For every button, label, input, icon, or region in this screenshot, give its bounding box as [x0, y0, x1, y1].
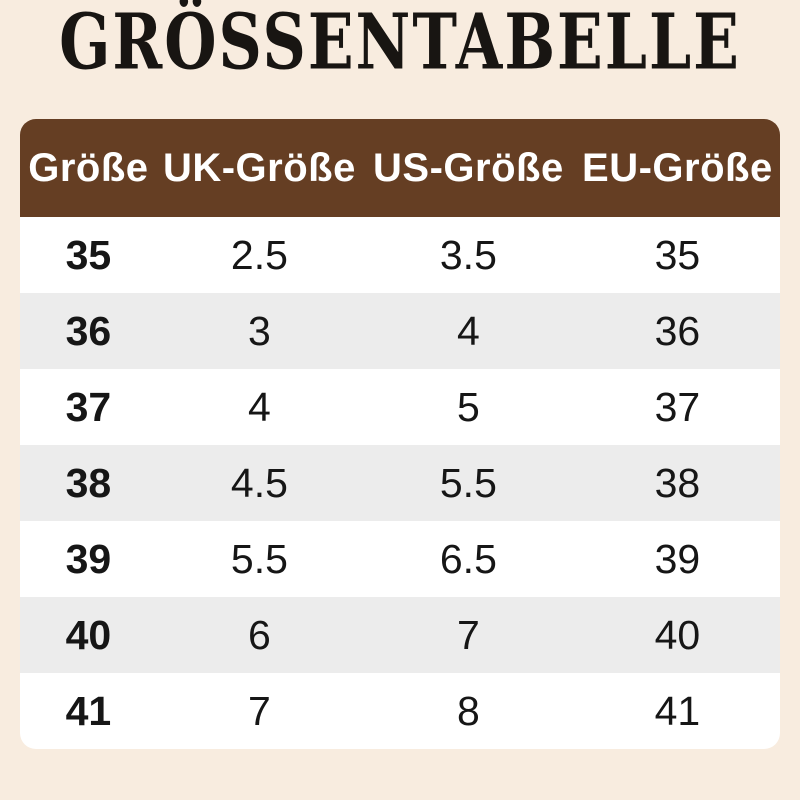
column-header-groesse: Größe: [28, 145, 149, 190]
table-cell: 6.5: [439, 535, 497, 582]
table-cell: 40: [654, 611, 701, 658]
table-cell: 37: [65, 383, 112, 430]
table-cell: 35: [654, 231, 701, 278]
column-header-eu-groesse: EU-Größe: [582, 145, 773, 190]
table-cell: 38: [65, 459, 112, 506]
table-row: 35 2.5 3.5 35: [20, 217, 780, 293]
column-header-us-groesse: US-Größe: [373, 145, 564, 190]
table-row: 37 4 5 37: [20, 369, 780, 445]
table-cell: 36: [65, 307, 112, 354]
table-cell: 39: [654, 535, 701, 582]
table-cell: 6: [247, 611, 271, 658]
table-cell: 5.5: [439, 459, 497, 506]
table-cell: 3.5: [439, 231, 497, 278]
table-cell: 41: [654, 687, 701, 734]
table-cell: 5.5: [230, 535, 288, 582]
table-cell: 3: [247, 307, 271, 354]
table-cell: 4.5: [230, 459, 288, 506]
table-cell: 5: [456, 383, 480, 430]
column-header-uk-groesse: UK-Größe: [162, 145, 356, 190]
size-chart-table: Größe UK-Größe US-Größe EU-Größe 35 2.5 3.…: [20, 119, 780, 749]
table-cell: 36: [654, 307, 701, 354]
table-row: 40 6 7 40: [20, 597, 780, 673]
table-cell: 2.5: [230, 231, 288, 278]
table-cell: 39: [65, 535, 112, 582]
page: GRÖSSENTABELLE Größe UK-Größe US-Größe E…: [20, 0, 780, 749]
size-chart: Größe UK-Größe US-Größe EU-Größe 35 2.5 3.…: [20, 119, 780, 749]
table-cell: 7: [456, 611, 480, 658]
table-row: 41 7 8 41: [20, 673, 780, 749]
table-cell: 41: [65, 687, 112, 734]
table-row: 39 5.5 6.5 39: [20, 521, 780, 597]
table-body: 35 2.5 3.5 35 36 3 4 36 37 4 5 37 38 4.5 5.5 38 39 5.5 6.5…: [20, 217, 780, 749]
header-row: Größe UK-Größe US-Größe EU-Größe: [20, 119, 780, 217]
table-cell: 7: [247, 687, 271, 734]
table-cell: 38: [654, 459, 701, 506]
table-cell: 37: [654, 383, 701, 430]
table-cell: 8: [456, 687, 480, 734]
table-row: 38 4.5 5.5 38: [20, 445, 780, 521]
page-title: GRÖSSENTABELLE: [59, 0, 741, 88]
table-cell: 4: [247, 383, 271, 430]
table-cell: 40: [65, 611, 112, 658]
table-cell: 35: [65, 231, 112, 278]
table-cell: 4: [456, 307, 480, 354]
table-row: 36 3 4 36: [20, 293, 780, 369]
